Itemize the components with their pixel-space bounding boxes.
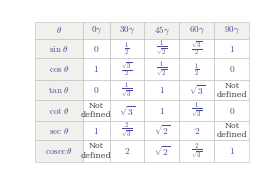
Bar: [109, 22, 145, 39]
Text: Not
defined: Not defined: [217, 122, 247, 139]
Text: $\sin\,\theta$: $\sin\,\theta$: [49, 43, 69, 54]
Text: $0$: $0$: [93, 43, 100, 54]
Text: $2$: $2$: [124, 146, 130, 156]
Bar: [83, 22, 109, 39]
Text: $0$: $0$: [229, 106, 235, 116]
Bar: [214, 39, 249, 58]
Bar: [214, 100, 249, 121]
Text: $\tan\,\theta$: $\tan\,\theta$: [48, 85, 70, 95]
Bar: [35, 100, 83, 121]
Text: $\theta$: $\theta$: [56, 25, 62, 35]
Text: $\frac{\sqrt{3}}{2}$: $\frac{\sqrt{3}}{2}$: [121, 60, 133, 78]
Text: $\cos\,\theta$: $\cos\,\theta$: [48, 64, 69, 74]
Bar: [83, 58, 109, 80]
Bar: [179, 58, 214, 80]
Text: $\frac{2}{\sqrt{3}}$: $\frac{2}{\sqrt{3}}$: [191, 141, 203, 161]
Text: $\sqrt{3}$: $\sqrt{3}$: [119, 104, 135, 118]
Text: $30°$: $30°$: [119, 24, 135, 36]
Bar: [179, 80, 214, 100]
Text: $2$: $2$: [194, 126, 200, 136]
Bar: [179, 140, 214, 162]
Bar: [109, 58, 145, 80]
Bar: [109, 100, 145, 121]
Bar: [179, 100, 214, 121]
Text: $\frac{1}{\sqrt{2}}$: $\frac{1}{\sqrt{2}}$: [156, 60, 168, 79]
Bar: [109, 140, 145, 162]
Bar: [83, 121, 109, 140]
Bar: [83, 140, 109, 162]
Text: $0$: $0$: [93, 85, 100, 95]
Bar: [83, 100, 109, 121]
Text: $\sec\,\theta$: $\sec\,\theta$: [49, 126, 69, 136]
Text: $1$: $1$: [93, 64, 99, 74]
Text: $0$: $0$: [229, 64, 235, 74]
Text: $1$: $1$: [229, 146, 235, 156]
Text: $1$: $1$: [93, 126, 99, 136]
Bar: [109, 80, 145, 100]
Bar: [35, 58, 83, 80]
Text: $\sqrt{2}$: $\sqrt{2}$: [154, 144, 170, 158]
Bar: [145, 140, 179, 162]
Text: $45°$: $45°$: [154, 24, 170, 37]
Text: $1$: $1$: [159, 85, 165, 95]
Bar: [214, 80, 249, 100]
Bar: [145, 100, 179, 121]
Bar: [83, 39, 109, 58]
Bar: [145, 58, 179, 80]
Bar: [145, 39, 179, 58]
Text: $1$: $1$: [229, 43, 235, 54]
Text: Not
defined: Not defined: [217, 82, 247, 99]
Text: $\frac{2}{\sqrt{3}}$: $\frac{2}{\sqrt{3}}$: [121, 121, 133, 140]
Bar: [109, 121, 145, 140]
Bar: [35, 121, 83, 140]
Bar: [35, 22, 83, 39]
Bar: [35, 39, 83, 58]
Text: $\sqrt{2}$: $\sqrt{2}$: [154, 124, 170, 137]
Text: $90°$: $90°$: [224, 24, 240, 36]
Bar: [214, 58, 249, 80]
Bar: [214, 22, 249, 39]
Text: $\frac{1}{2}$: $\frac{1}{2}$: [124, 40, 130, 57]
Bar: [179, 22, 214, 39]
Bar: [214, 140, 249, 162]
Text: $60°$: $60°$: [189, 24, 205, 36]
Bar: [145, 80, 179, 100]
Text: $\frac{1}{\sqrt{2}}$: $\frac{1}{\sqrt{2}}$: [156, 39, 168, 58]
Text: $\frac{1}{\sqrt{3}}$: $\frac{1}{\sqrt{3}}$: [191, 101, 203, 120]
Text: $0°$: $0°$: [91, 24, 102, 36]
Text: $\frac{1}{2}$: $\frac{1}{2}$: [194, 61, 199, 78]
Text: $\frac{1}{\sqrt{3}}$: $\frac{1}{\sqrt{3}}$: [121, 81, 133, 100]
Bar: [109, 39, 145, 58]
Text: $1$: $1$: [159, 106, 165, 116]
Bar: [35, 80, 83, 100]
Bar: [35, 140, 83, 162]
Bar: [83, 80, 109, 100]
Text: $\sqrt{3}$: $\sqrt{3}$: [189, 84, 205, 97]
Text: $\frac{\sqrt{3}}{2}$: $\frac{\sqrt{3}}{2}$: [191, 40, 203, 58]
Text: $\mathrm{cosec}\,\theta$: $\mathrm{cosec}\,\theta$: [45, 146, 73, 156]
Bar: [179, 121, 214, 140]
Text: Not
defined: Not defined: [81, 142, 112, 160]
Bar: [145, 121, 179, 140]
Bar: [179, 39, 214, 58]
Text: $\cot\,\theta$: $\cot\,\theta$: [48, 106, 69, 116]
Bar: [145, 22, 179, 39]
Bar: [214, 121, 249, 140]
Text: Not
defined: Not defined: [81, 102, 112, 120]
